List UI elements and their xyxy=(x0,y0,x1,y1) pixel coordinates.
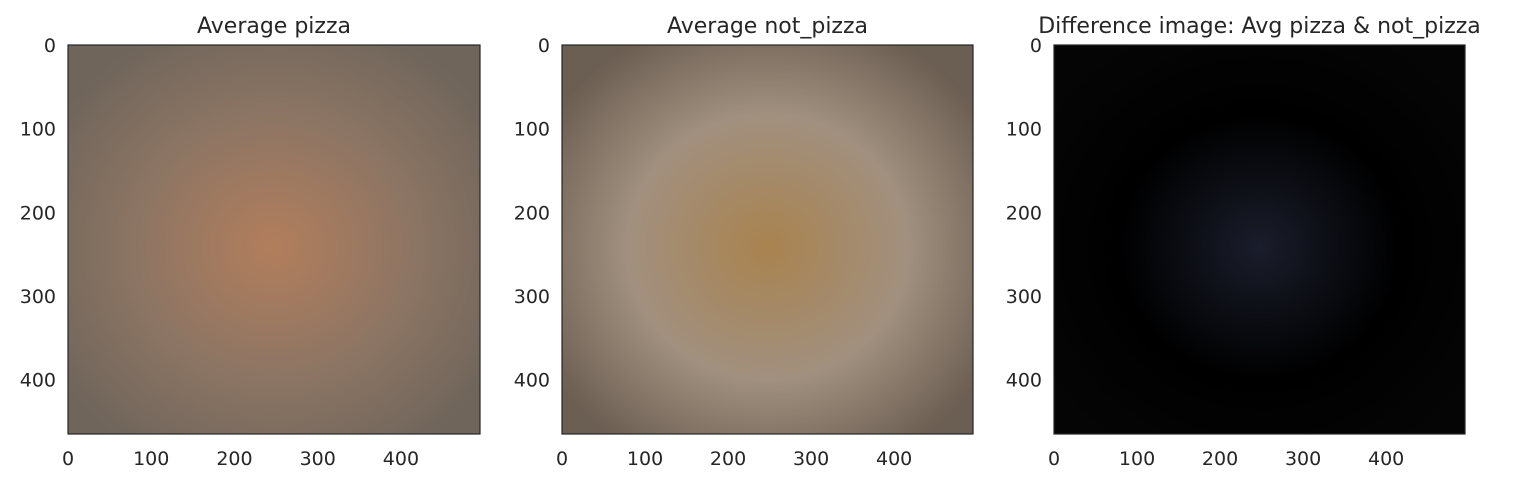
axes-frame xyxy=(67,44,481,435)
image-area xyxy=(1054,45,1465,434)
y-tick-label: 100 xyxy=(1006,119,1042,141)
average-image xyxy=(67,44,481,435)
panel-average-not-pizza: Average not_pizza 0 100 200 300 400 0 100 200 3… xyxy=(514,14,974,470)
x-tick-label: 100 xyxy=(133,448,169,470)
x-tick-label: 200 xyxy=(710,448,746,470)
x-axis-ticks: 0 100 200 300 400 xyxy=(556,448,912,470)
x-tick-label: 100 xyxy=(627,448,663,470)
x-tick-label: 300 xyxy=(300,448,336,470)
x-tick-label: 200 xyxy=(216,448,252,470)
y-tick-label: 200 xyxy=(1006,202,1042,224)
x-tick-label: 0 xyxy=(62,448,74,470)
x-tick-label: 400 xyxy=(383,448,419,470)
panel-average-pizza: Average pizza 0 100 200 300 400 0 100 200 300 40… xyxy=(20,14,481,470)
y-tick-label: 0 xyxy=(538,35,550,57)
y-axis-ticks: 0 100 200 300 400 xyxy=(514,35,550,392)
average-image xyxy=(561,44,974,435)
y-axis-ticks: 0 100 200 300 400 xyxy=(1006,35,1042,392)
image-area xyxy=(68,45,480,434)
panel-difference-image: Difference image: Avg pizza & not_pizza … xyxy=(1006,14,1481,470)
x-tick-label: 0 xyxy=(1048,448,1060,470)
y-tick-label: 200 xyxy=(514,202,550,224)
x-tick-label: 200 xyxy=(1202,448,1238,470)
x-tick-label: 400 xyxy=(1368,448,1404,470)
y-tick-label: 100 xyxy=(514,119,550,141)
y-tick-label: 0 xyxy=(44,35,56,57)
y-tick-label: 300 xyxy=(20,286,56,308)
x-tick-label: 300 xyxy=(793,448,829,470)
x-axis-ticks: 0 100 200 300 400 xyxy=(62,448,419,470)
y-tick-label: 300 xyxy=(514,286,550,308)
difference-image xyxy=(1053,44,1466,435)
x-tick-label: 100 xyxy=(1119,448,1155,470)
x-axis-ticks: 0 100 200 300 400 xyxy=(1048,448,1404,470)
y-axis-ticks: 0 100 200 300 400 xyxy=(20,35,56,392)
panel-title: Difference image: Avg pizza & not_pizza xyxy=(1038,14,1481,39)
y-tick-label: 300 xyxy=(1006,286,1042,308)
y-tick-label: 200 xyxy=(20,202,56,224)
axes-frame xyxy=(1053,44,1466,435)
panel-title: Average pizza xyxy=(197,14,351,39)
image-area xyxy=(562,45,973,434)
x-tick-label: 400 xyxy=(876,448,912,470)
y-tick-label: 400 xyxy=(514,370,550,392)
x-tick-label: 0 xyxy=(556,448,568,470)
panel-title: Average not_pizza xyxy=(667,14,868,39)
x-tick-label: 300 xyxy=(1285,448,1321,470)
y-tick-label: 400 xyxy=(1006,370,1042,392)
axes-frame xyxy=(561,44,974,435)
y-tick-label: 0 xyxy=(1030,35,1042,57)
y-tick-label: 400 xyxy=(20,370,56,392)
y-tick-label: 100 xyxy=(20,119,56,141)
